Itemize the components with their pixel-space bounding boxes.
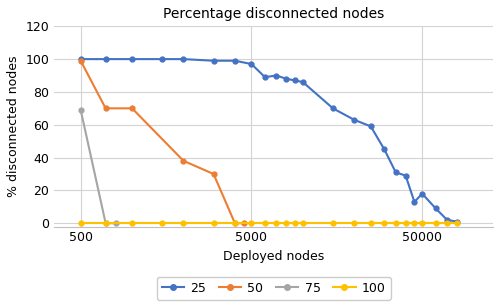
- 50: [240, 221, 246, 225]
- 100: [180, 221, 186, 225]
- 25: [402, 174, 408, 178]
- 25: [368, 125, 374, 128]
- Title: Percentage disconnected nodes: Percentage disconnected nodes: [163, 7, 384, 21]
- 25: [102, 57, 108, 61]
- 100: [432, 221, 438, 225]
- 100: [284, 221, 290, 225]
- 100: [402, 221, 408, 225]
- 25: [232, 59, 238, 63]
- 25: [412, 200, 418, 204]
- 75: [112, 221, 118, 225]
- 100: [78, 221, 84, 225]
- 50: [102, 107, 108, 110]
- Line: 25: 25: [78, 57, 460, 224]
- 25: [444, 218, 450, 222]
- 25: [274, 74, 280, 77]
- 50: [129, 107, 135, 110]
- 100: [248, 221, 254, 225]
- 25: [159, 57, 165, 61]
- 25: [392, 171, 398, 174]
- 50: [78, 59, 84, 63]
- Y-axis label: % disconnected nodes: % disconnected nodes: [7, 56, 20, 197]
- 100: [382, 221, 388, 225]
- 50: [180, 159, 186, 163]
- 25: [432, 207, 438, 210]
- 25: [454, 220, 460, 223]
- 25: [180, 57, 186, 61]
- 25: [129, 57, 135, 61]
- 100: [368, 221, 374, 225]
- 100: [300, 221, 306, 225]
- Line: 75: 75: [78, 108, 118, 226]
- 50: [232, 221, 238, 225]
- 25: [419, 192, 425, 195]
- 100: [232, 221, 238, 225]
- X-axis label: Deployed nodes: Deployed nodes: [223, 250, 324, 263]
- 100: [444, 221, 450, 225]
- 100: [262, 221, 268, 225]
- 100: [419, 221, 425, 225]
- 25: [210, 59, 216, 63]
- Line: 50: 50: [78, 58, 246, 226]
- 75: [78, 108, 84, 112]
- 100: [129, 221, 135, 225]
- 25: [351, 118, 357, 122]
- 100: [412, 221, 418, 225]
- 25: [382, 148, 388, 151]
- 50: [210, 172, 216, 176]
- 25: [262, 75, 268, 79]
- 100: [454, 221, 460, 225]
- 25: [284, 77, 290, 81]
- 100: [330, 221, 336, 225]
- 100: [102, 221, 108, 225]
- 100: [274, 221, 280, 225]
- 100: [392, 221, 398, 225]
- 100: [210, 221, 216, 225]
- 25: [78, 57, 84, 61]
- 25: [330, 107, 336, 110]
- 25: [300, 80, 306, 84]
- Line: 100: 100: [78, 221, 460, 226]
- 100: [292, 221, 298, 225]
- Legend: 25, 50, 75, 100: 25, 50, 75, 100: [156, 277, 391, 300]
- 100: [159, 221, 165, 225]
- 75: [102, 221, 108, 225]
- 25: [292, 79, 298, 82]
- 100: [351, 221, 357, 225]
- 25: [248, 62, 254, 66]
